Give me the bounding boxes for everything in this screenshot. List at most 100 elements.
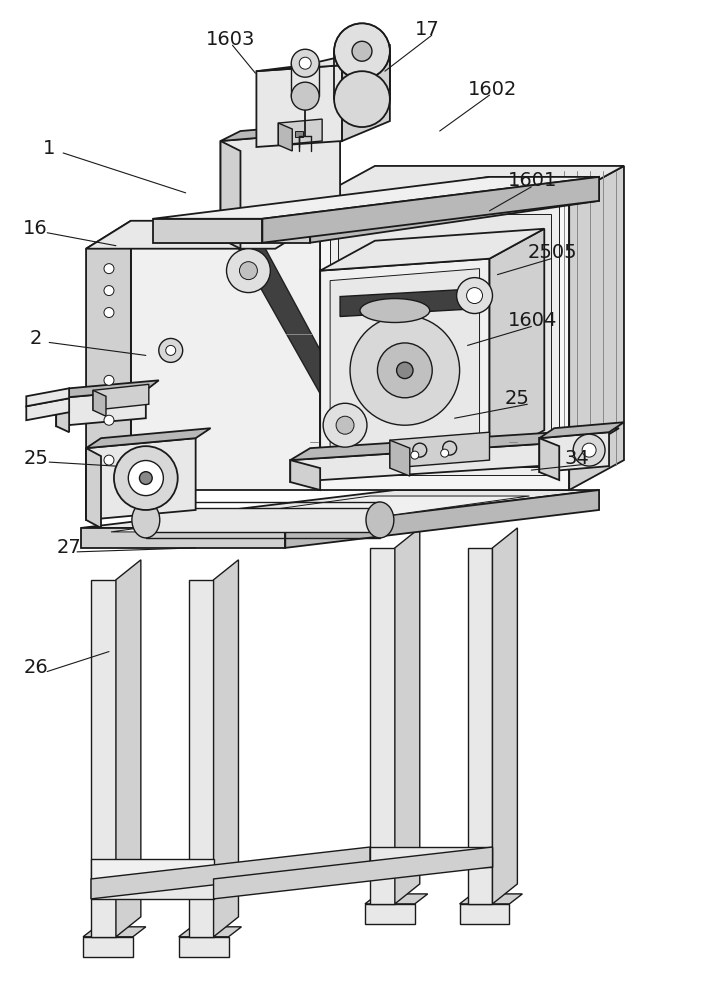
Polygon shape (285, 490, 599, 548)
Circle shape (397, 362, 413, 379)
Bar (338, 214, 552, 467)
Circle shape (227, 249, 270, 293)
Polygon shape (539, 438, 559, 480)
Circle shape (336, 416, 354, 434)
Bar (330, 206, 559, 475)
Polygon shape (290, 460, 320, 490)
Text: 27: 27 (56, 538, 81, 557)
Polygon shape (91, 847, 370, 899)
Circle shape (411, 451, 419, 459)
Polygon shape (390, 432, 490, 468)
Circle shape (104, 375, 114, 385)
Polygon shape (153, 177, 599, 219)
Polygon shape (279, 119, 322, 145)
Text: 1: 1 (43, 139, 55, 158)
Circle shape (104, 415, 114, 425)
Circle shape (323, 403, 367, 447)
Polygon shape (201, 177, 599, 219)
Polygon shape (214, 847, 492, 899)
Polygon shape (256, 65, 342, 147)
Polygon shape (146, 508, 380, 532)
Circle shape (350, 316, 459, 425)
Text: 25: 25 (505, 389, 529, 408)
Polygon shape (201, 219, 310, 243)
Ellipse shape (360, 299, 430, 322)
Circle shape (104, 264, 114, 274)
Polygon shape (111, 496, 529, 532)
Polygon shape (320, 196, 570, 490)
Polygon shape (342, 45, 390, 141)
Ellipse shape (334, 71, 390, 127)
Polygon shape (86, 438, 196, 520)
Polygon shape (56, 398, 69, 432)
Circle shape (467, 288, 482, 304)
Polygon shape (93, 384, 149, 410)
Text: 34: 34 (564, 449, 589, 468)
Polygon shape (214, 560, 238, 937)
Circle shape (114, 446, 178, 510)
Polygon shape (459, 894, 523, 904)
Polygon shape (330, 269, 480, 450)
Polygon shape (370, 847, 492, 867)
Polygon shape (492, 528, 518, 904)
Polygon shape (220, 121, 360, 141)
Polygon shape (467, 548, 492, 904)
Polygon shape (490, 229, 544, 460)
Polygon shape (365, 904, 415, 924)
Polygon shape (539, 432, 609, 472)
Ellipse shape (352, 41, 372, 61)
Polygon shape (116, 560, 141, 937)
Polygon shape (310, 177, 599, 243)
Polygon shape (279, 123, 292, 151)
Polygon shape (86, 221, 131, 518)
Text: 2: 2 (30, 329, 42, 348)
Polygon shape (459, 904, 510, 924)
Circle shape (377, 343, 432, 398)
Ellipse shape (166, 345, 176, 355)
Polygon shape (81, 490, 599, 528)
Ellipse shape (334, 23, 390, 79)
Ellipse shape (292, 49, 319, 77)
Bar (295, 131, 303, 137)
Polygon shape (320, 259, 490, 460)
Text: 26: 26 (23, 658, 48, 677)
Polygon shape (320, 229, 544, 271)
Polygon shape (86, 448, 101, 528)
Circle shape (128, 461, 163, 496)
Polygon shape (86, 428, 210, 448)
Text: 1601: 1601 (508, 171, 557, 190)
Polygon shape (320, 166, 624, 196)
Polygon shape (27, 398, 69, 420)
Polygon shape (220, 141, 240, 249)
Polygon shape (179, 927, 241, 937)
Ellipse shape (292, 82, 319, 110)
Text: 1603: 1603 (206, 30, 255, 49)
Polygon shape (153, 219, 262, 243)
Polygon shape (365, 894, 428, 904)
Polygon shape (395, 528, 420, 904)
Text: 25: 25 (23, 449, 48, 468)
Text: 16: 16 (23, 219, 48, 238)
Polygon shape (91, 580, 116, 937)
Polygon shape (238, 249, 358, 420)
Polygon shape (131, 221, 320, 490)
Circle shape (413, 443, 427, 457)
Polygon shape (27, 388, 69, 406)
Circle shape (582, 443, 596, 457)
Polygon shape (91, 859, 214, 879)
Polygon shape (56, 390, 146, 426)
Polygon shape (91, 879, 214, 899)
Ellipse shape (300, 57, 311, 69)
Polygon shape (539, 422, 624, 438)
Circle shape (104, 286, 114, 296)
Circle shape (456, 278, 492, 314)
Circle shape (140, 472, 152, 484)
Polygon shape (290, 428, 619, 460)
Text: 17: 17 (415, 20, 439, 39)
Polygon shape (390, 440, 410, 476)
Circle shape (104, 455, 114, 465)
Circle shape (573, 434, 605, 466)
Polygon shape (83, 937, 133, 957)
Ellipse shape (159, 338, 183, 362)
Text: 2505: 2505 (527, 243, 577, 262)
